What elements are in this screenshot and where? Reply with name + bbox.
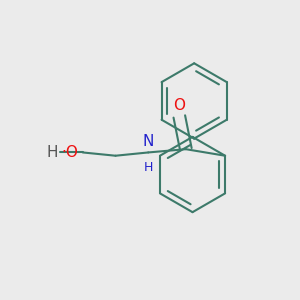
Text: H: H [143,160,153,174]
Text: H: H [47,145,58,160]
Text: ·O: ·O [61,145,78,160]
Text: O: O [173,98,185,112]
Text: N: N [142,134,154,149]
